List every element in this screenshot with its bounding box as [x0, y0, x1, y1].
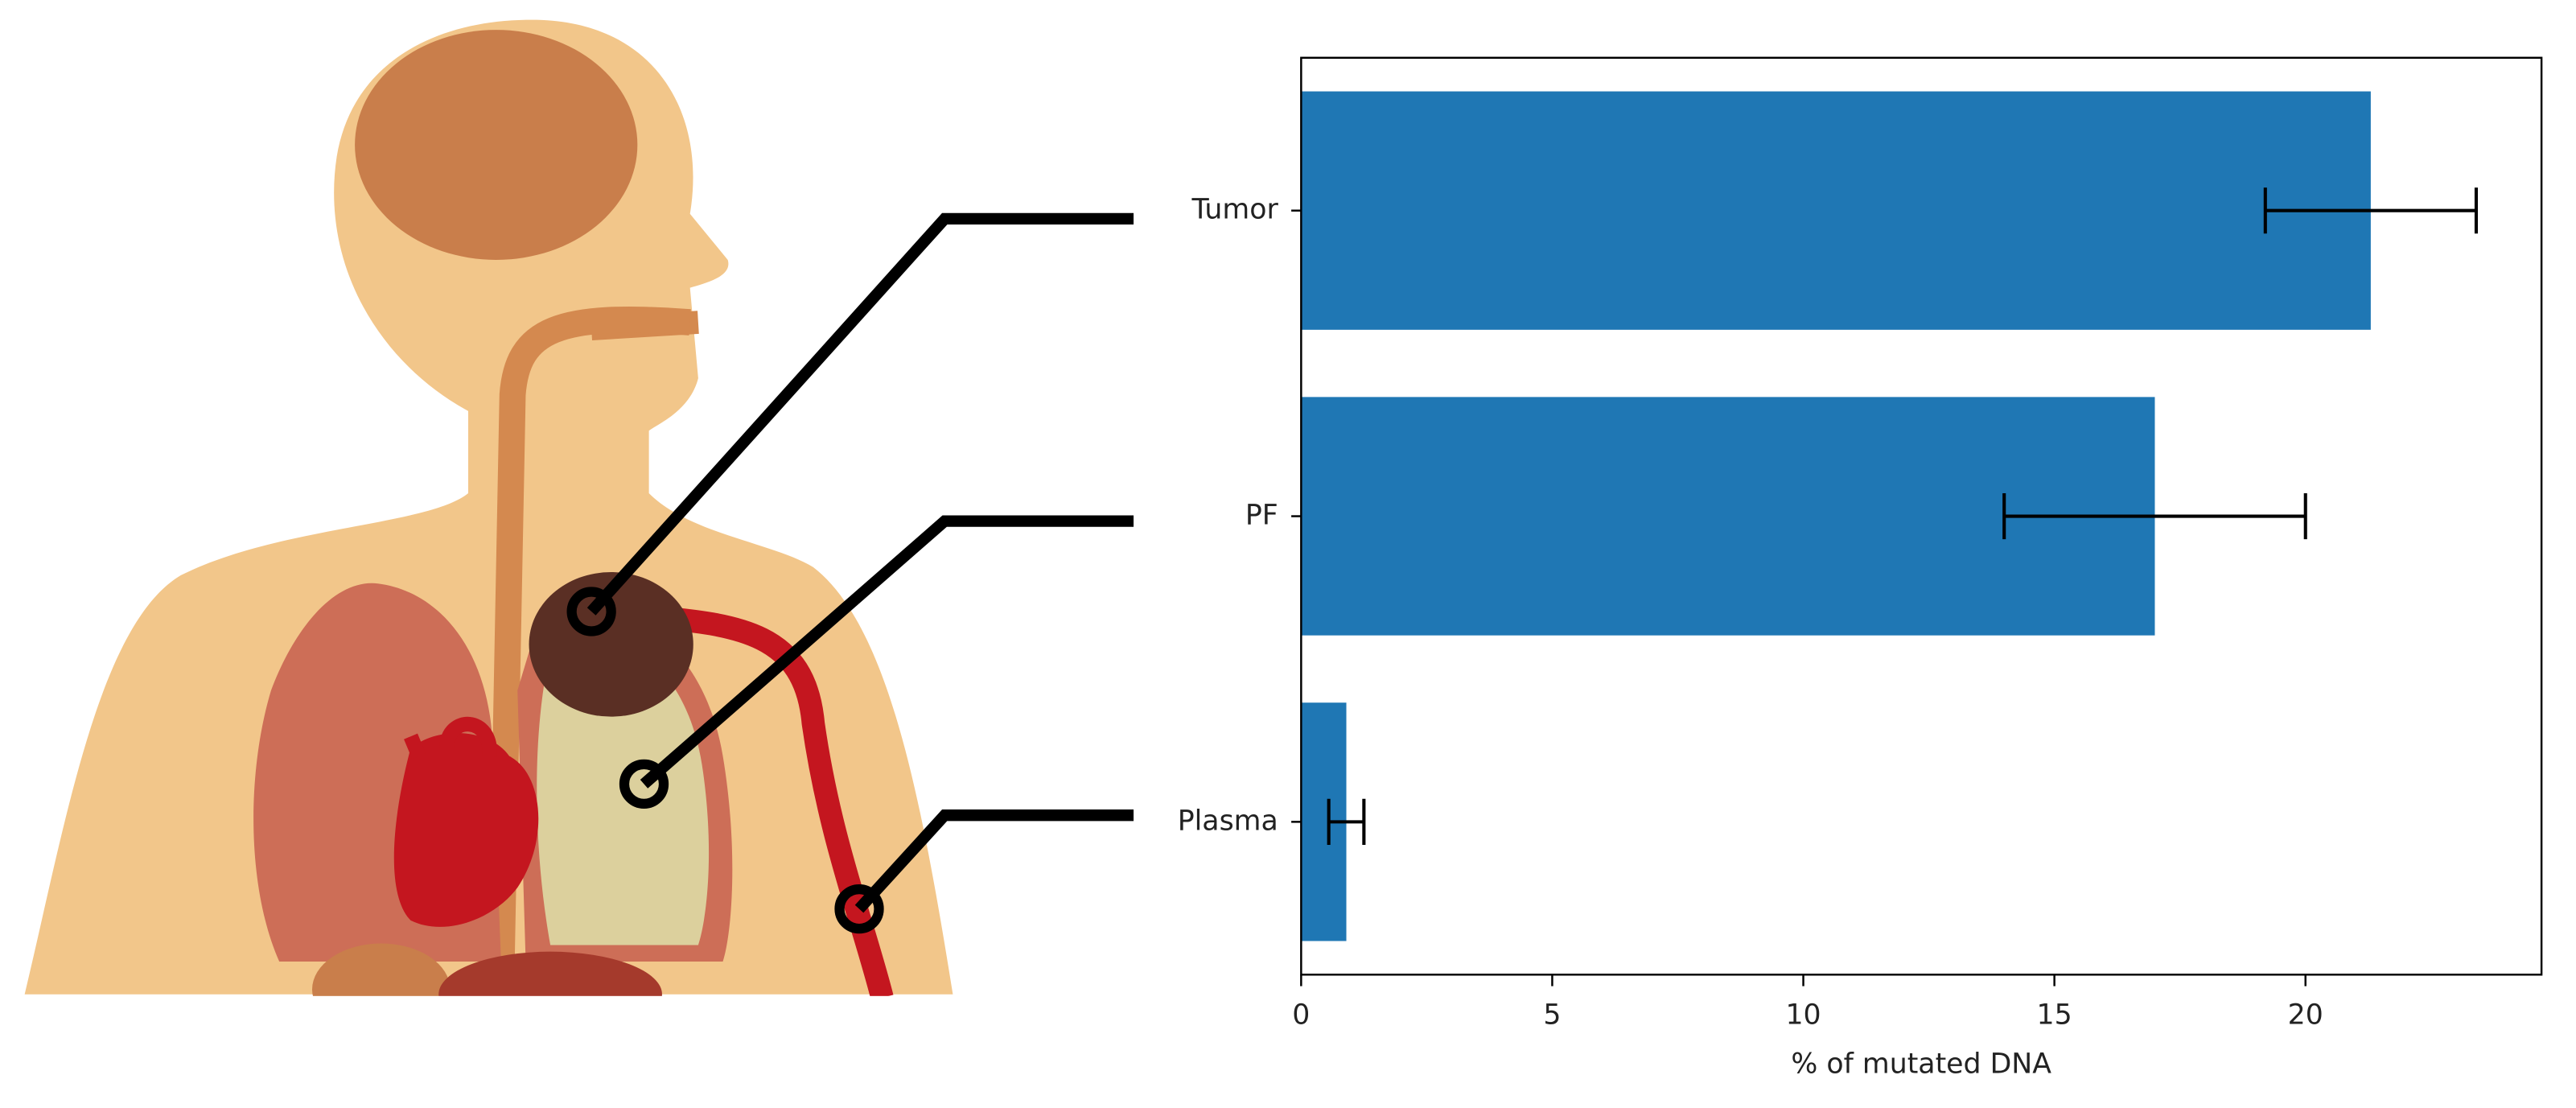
pf-marker: [619, 759, 669, 809]
error-bar: [2263, 187, 2479, 234]
crop: [0, 995, 1150, 1108]
pf-connector: [640, 515, 1134, 789]
y-tick-label: PF: [1245, 500, 1278, 532]
y-tick-label: Plasma: [1178, 805, 1278, 837]
x-tick-label: 15: [2037, 999, 2072, 1031]
error-bar: [1327, 798, 1366, 845]
brain: [355, 30, 638, 260]
plasma-connector: [854, 809, 1134, 913]
error-bar: [2002, 492, 2307, 540]
tumor-connector: [586, 212, 1134, 616]
tumor-marker: [566, 587, 616, 636]
x-tick-label: 0: [1292, 999, 1310, 1031]
y-tick-label: Tumor: [1191, 194, 1279, 226]
chart: Tumor PF Plasma 0 5 10 15 20 % of mutated DNA: [1178, 56, 2543, 1081]
x-tick-label: 10: [1785, 999, 1821, 1031]
body-illustration: [0, 19, 1150, 1108]
x-tick-label: 5: [1543, 999, 1561, 1031]
esophagus: [488, 306, 691, 986]
plot-frame: [1300, 56, 2543, 976]
bar: [1301, 91, 2371, 330]
connectors: [586, 212, 1134, 913]
markers: [566, 587, 884, 934]
plasma-marker: [834, 884, 884, 934]
heart-vessels: [404, 716, 497, 760]
x-axis-label: % of mutated DNA: [1791, 1048, 2051, 1081]
heart: [393, 732, 539, 927]
x-tick-label: 20: [2288, 999, 2323, 1031]
